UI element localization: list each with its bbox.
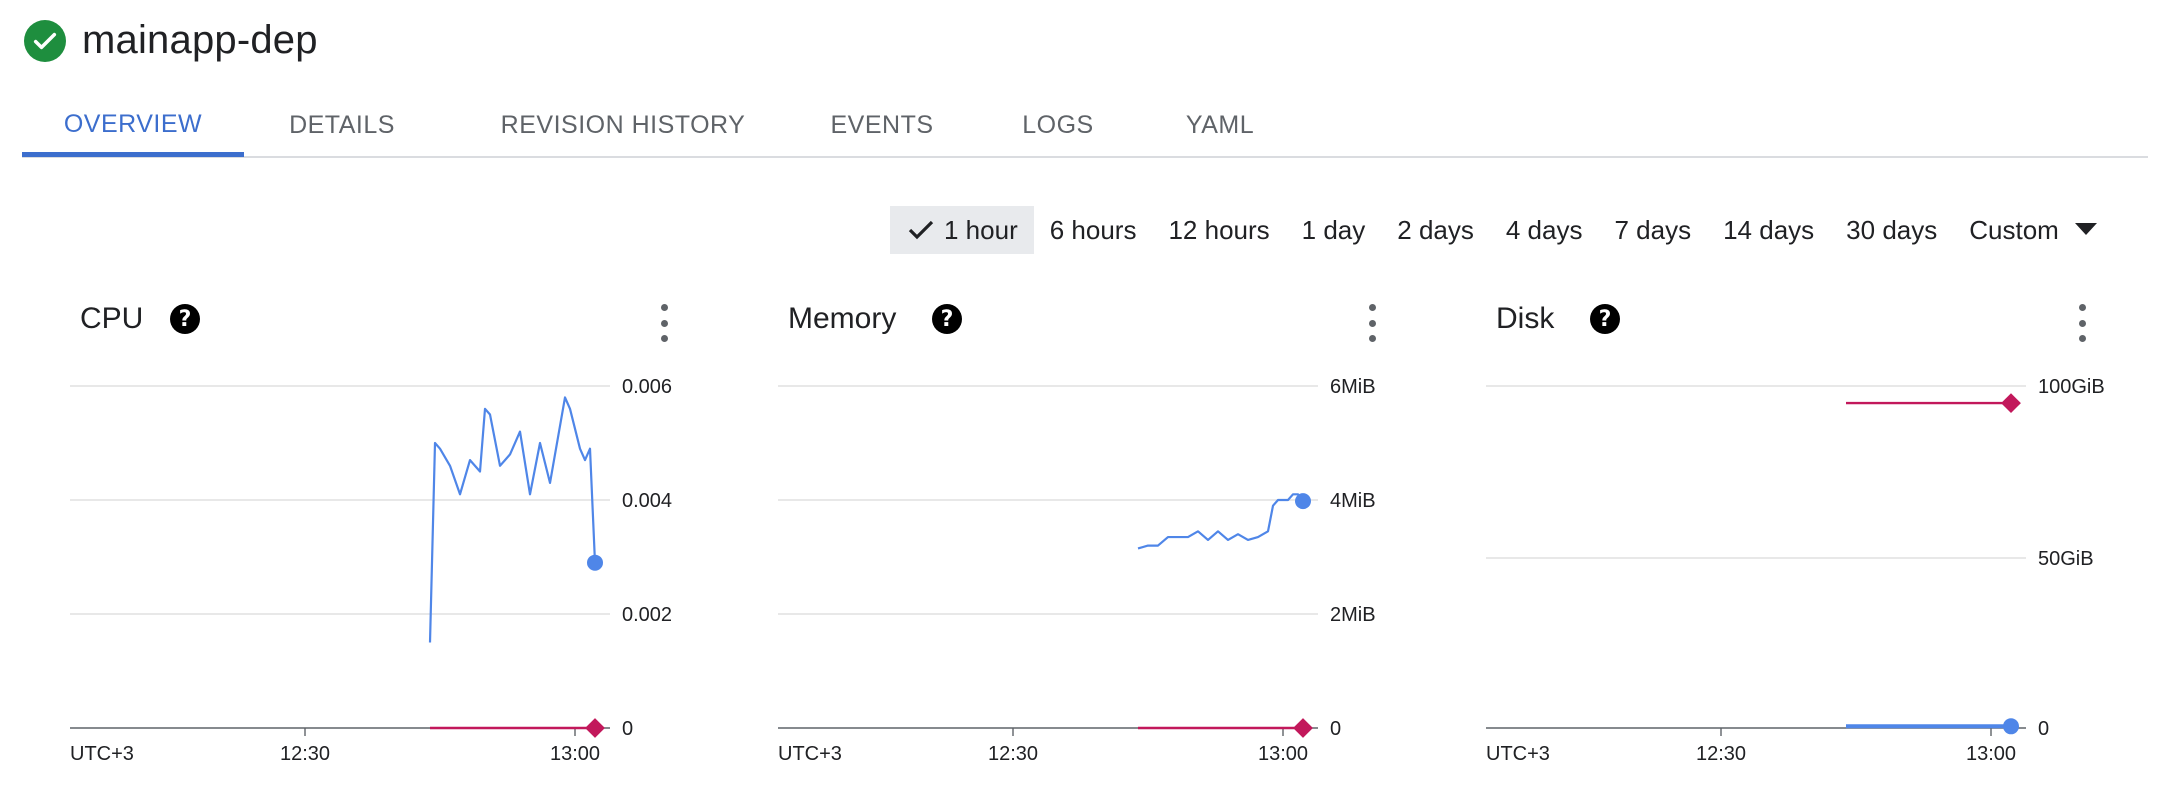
- chart-cpu: 0.006 0.004 0.002 0 UTC+3 12:30 13:00: [70, 376, 672, 765]
- x-tick-label: 13:00: [550, 743, 600, 765]
- tab-logs[interactable]: LOGS: [1022, 110, 1094, 139]
- tab-overview[interactable]: OVERVIEW: [22, 96, 244, 157]
- x-tick-label: 12:30: [1696, 743, 1746, 765]
- time-range-12-hours[interactable]: 12 hours: [1168, 214, 1270, 245]
- y-tick-label: 6MiB: [1330, 376, 1376, 398]
- panel-title: Disk: [1496, 302, 1555, 335]
- tab-bar: OVERVIEW DETAILS REVISION HISTORY EVENTS…: [22, 96, 2148, 158]
- help-icon[interactable]: ?: [1590, 304, 1620, 334]
- custom-label: Custom: [1969, 214, 2059, 245]
- time-range-custom[interactable]: Custom: [1953, 206, 2113, 254]
- x-tick-label: 12:30: [280, 743, 330, 765]
- time-range-1-hour[interactable]: 1 hour: [890, 206, 1034, 254]
- time-range-1-day[interactable]: 1 day: [1301, 214, 1366, 245]
- tab-events[interactable]: EVENTS: [830, 110, 934, 139]
- help-icon[interactable]: ?: [170, 304, 200, 334]
- time-range-label: 1 hour: [944, 214, 1018, 245]
- cpu-panel: 0.006 0.004 0.002 0 UTC+3 12:30 13:00 CPU ?: [70, 290, 750, 790]
- x-tick-label: 13:00: [1258, 743, 1308, 765]
- x-tick-label: UTC+3: [778, 743, 842, 765]
- tab-revision-history[interactable]: REVISION HISTORY: [500, 110, 746, 139]
- usage-series-line: [428, 396, 597, 643]
- limit-marker: [585, 718, 605, 738]
- y-tick-label: 4MiB: [1330, 490, 1376, 512]
- chart-memory: 6MiB 4MiB 2MiB 0 UTC+3 12:30 13:00: [778, 376, 1376, 765]
- y-tick-label: 0: [1330, 718, 1341, 740]
- y-tick-label: 0: [622, 718, 633, 740]
- time-range-selector: 1 hour 6 hours 12 hours 1 day 2 days 4 d…: [890, 206, 2113, 254]
- help-icon[interactable]: ?: [932, 304, 962, 334]
- y-tick-label: 0.004: [622, 490, 672, 512]
- more-vert-icon[interactable]: [1366, 302, 1378, 344]
- memory-panel: 6MiB 4MiB 2MiB 0 UTC+3 12:30 13:00 Memory ?: [778, 290, 1458, 790]
- usage-marker: [2003, 718, 2019, 735]
- disk-panel: 100GiB 50GiB 0 UTC+3 12:30 13:00 Disk ?: [1486, 290, 2166, 790]
- usage-marker: [1295, 493, 1311, 510]
- x-tick-label: 13:00: [1966, 743, 2016, 765]
- page-title: mainapp-dep: [82, 18, 318, 62]
- page-header: mainapp-dep: [24, 18, 318, 63]
- dropdown-arrow-icon: [2074, 223, 2097, 235]
- check-circle-icon: [24, 19, 66, 62]
- panel-title: CPU: [80, 302, 144, 335]
- y-tick-label: 50GiB: [2038, 548, 2094, 570]
- chart-disk: 100GiB 50GiB 0 UTC+3 12:30 13:00: [1486, 376, 2105, 765]
- limit-marker: [2001, 393, 2021, 413]
- limit-marker: [1293, 718, 1313, 738]
- more-vert-icon[interactable]: [2076, 302, 2088, 344]
- y-tick-label: 100GiB: [2038, 376, 2105, 398]
- time-range-6-hours[interactable]: 6 hours: [1049, 214, 1137, 245]
- usage-series-line: [1137, 493, 1304, 550]
- time-range-4-days[interactable]: 4 days: [1505, 214, 1583, 245]
- time-range-7-days[interactable]: 7 days: [1614, 214, 1692, 245]
- tab-details[interactable]: DETAILS: [289, 110, 395, 139]
- x-tick-label: 12:30: [988, 743, 1038, 765]
- time-range-2-days[interactable]: 2 days: [1397, 214, 1474, 245]
- y-tick-label: 0.006: [622, 376, 672, 398]
- y-tick-label: 0.002: [622, 604, 672, 626]
- x-tick-label: UTC+3: [1486, 743, 1550, 765]
- usage-marker: [587, 554, 603, 571]
- panel-title: Memory: [788, 302, 897, 335]
- more-vert-icon[interactable]: [658, 302, 670, 344]
- y-tick-label: 0: [2038, 718, 2049, 740]
- time-range-30-days[interactable]: 30 days: [1846, 214, 1938, 245]
- checkmark-icon: [908, 220, 934, 240]
- x-tick-label: UTC+3: [70, 743, 134, 765]
- y-tick-label: 2MiB: [1330, 604, 1376, 626]
- tab-yaml[interactable]: YAML: [1185, 110, 1255, 139]
- time-range-14-days[interactable]: 14 days: [1723, 214, 1815, 245]
